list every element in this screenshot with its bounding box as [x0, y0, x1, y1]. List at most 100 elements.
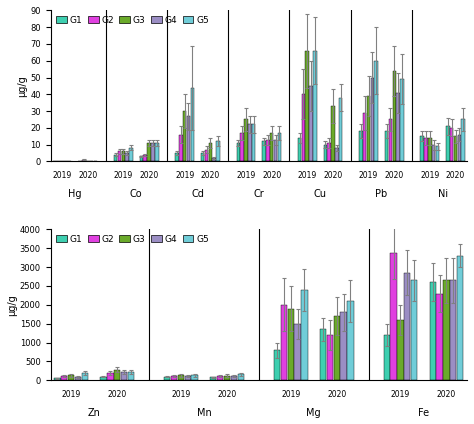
Text: Mn: Mn [197, 407, 211, 418]
Y-axis label: μg/g: μg/g [18, 75, 27, 97]
Bar [335, 148, 338, 162]
Bar [429, 282, 436, 380]
Bar [294, 324, 301, 380]
Text: Zn: Zn [88, 407, 100, 418]
Bar [121, 372, 127, 380]
Bar [212, 158, 216, 162]
Bar [201, 153, 204, 162]
Text: Ni: Ni [438, 189, 448, 198]
Bar [171, 376, 177, 380]
Bar [428, 138, 432, 162]
Bar [129, 148, 133, 162]
Bar [457, 256, 464, 380]
Bar [400, 79, 404, 162]
Bar [68, 375, 74, 380]
Bar [210, 377, 217, 380]
Bar [331, 106, 335, 162]
Text: Pb: Pb [375, 189, 388, 198]
Bar [191, 88, 194, 162]
Bar [411, 280, 417, 380]
Bar [462, 120, 465, 162]
Bar [310, 86, 313, 162]
Bar [359, 131, 363, 162]
Y-axis label: μg/g: μg/g [7, 294, 17, 316]
Bar [231, 376, 237, 380]
Bar [288, 309, 294, 380]
Bar [107, 373, 113, 380]
Bar [55, 378, 61, 380]
Bar [144, 155, 147, 162]
Bar [252, 125, 255, 162]
Bar [334, 316, 340, 380]
Bar [298, 138, 301, 162]
Bar [122, 151, 125, 162]
Bar [237, 143, 240, 162]
Bar [147, 143, 151, 162]
Bar [340, 312, 347, 380]
Bar [450, 280, 456, 380]
Bar [82, 373, 88, 380]
Bar [313, 51, 317, 162]
Text: Co: Co [130, 189, 143, 198]
Bar [301, 94, 305, 162]
Bar [183, 111, 186, 162]
Bar [270, 133, 273, 162]
Bar [75, 377, 81, 380]
Bar [396, 92, 400, 162]
Bar [155, 143, 158, 162]
Bar [140, 156, 143, 162]
Bar [114, 155, 118, 162]
Bar [320, 329, 326, 380]
Bar [436, 146, 439, 162]
Text: Fe: Fe [418, 407, 429, 418]
Bar [151, 143, 155, 162]
Bar [389, 120, 392, 162]
Bar [327, 335, 333, 380]
Bar [383, 335, 390, 380]
Bar [224, 376, 230, 380]
Bar [61, 376, 67, 380]
Bar [367, 96, 370, 162]
Bar [397, 320, 403, 380]
Bar [240, 133, 244, 162]
Text: Hg: Hg [68, 189, 82, 198]
Bar [305, 51, 309, 162]
Bar [446, 126, 450, 162]
Bar [248, 125, 252, 162]
Bar [450, 128, 454, 162]
Bar [217, 376, 223, 380]
Bar [404, 273, 410, 380]
Bar [392, 71, 396, 162]
Bar [301, 290, 308, 380]
Bar [262, 141, 266, 162]
Text: Mg: Mg [306, 407, 321, 418]
Bar [244, 120, 248, 162]
Bar [205, 150, 208, 162]
Bar [191, 375, 198, 380]
Bar [457, 134, 461, 162]
Bar [347, 301, 354, 380]
Bar [374, 61, 378, 162]
Bar [175, 153, 179, 162]
Bar [82, 160, 86, 162]
Bar [266, 139, 270, 162]
Bar [184, 376, 191, 380]
Text: Cr: Cr [254, 189, 264, 198]
Legend: G1, G2, G3, G4, G5: G1, G2, G3, G4, G5 [55, 234, 210, 245]
Text: Cu: Cu [314, 189, 327, 198]
Bar [164, 377, 170, 380]
Bar [420, 136, 424, 162]
Bar [187, 116, 190, 162]
Bar [274, 350, 280, 380]
Bar [281, 305, 287, 380]
Bar [363, 113, 366, 162]
Bar [128, 372, 134, 380]
Bar [443, 280, 450, 380]
Bar [424, 138, 428, 162]
Bar [126, 153, 129, 162]
Bar [278, 133, 281, 162]
Bar [437, 293, 443, 380]
Legend: G1, G2, G3, G4, G5: G1, G2, G3, G4, G5 [55, 15, 210, 26]
Bar [209, 143, 212, 162]
Bar [178, 375, 184, 380]
